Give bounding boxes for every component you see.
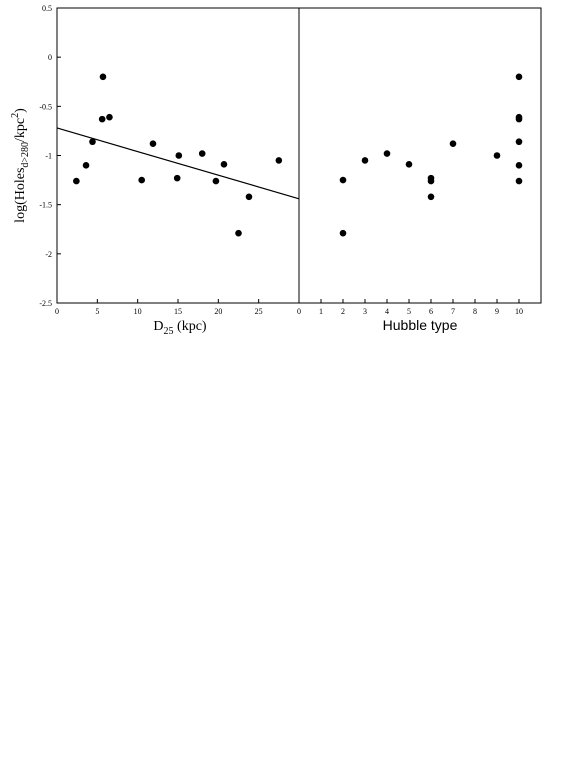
y-axis-label-sub: d>280 xyxy=(20,142,31,168)
d25-x-axis-label-sub: 25 xyxy=(164,326,174,337)
y-tick-label: -1 xyxy=(45,152,52,161)
d25-data-point xyxy=(98,115,106,123)
hubble-x-tick-label: 5 xyxy=(407,307,411,316)
d25-data-point xyxy=(212,177,220,185)
hubble-points xyxy=(339,73,523,237)
hubble-x-ticks: 0 1 2 3 4 5 6 7 8 9 10 xyxy=(297,299,523,316)
y-tick-label: 0 xyxy=(48,53,52,62)
hubble-x-tick-label: 10 xyxy=(515,307,523,316)
hubble-data-point xyxy=(515,177,523,185)
y-tick-label: -2.5 xyxy=(39,299,52,308)
d25-data-point xyxy=(89,138,96,146)
d25-data-point xyxy=(82,162,90,169)
d25-x-ticks: 0 5 10 15 20 25 xyxy=(55,299,263,316)
hubble-x-tick-label: 3 xyxy=(363,307,367,316)
d25-fit-line xyxy=(56,127,300,200)
d25-panel: 0.50-0.5-1-1.5-2-2.5 0 5 10 15 20 25 D25 (kpc… xyxy=(10,4,300,337)
d25-data-point xyxy=(198,150,206,157)
d25-x-tick-label: 10 xyxy=(134,307,142,316)
hubble-data-point xyxy=(515,138,523,146)
hubble-data-point xyxy=(427,193,435,201)
hubble-x-tick-label: 0 xyxy=(297,307,301,316)
hubble-x-tick-label: 1 xyxy=(319,307,323,316)
d25-data-point xyxy=(175,152,183,159)
y-axis-label-pre: log(Holes xyxy=(13,168,28,223)
d25-data-point xyxy=(220,161,228,168)
hubble-data-point xyxy=(515,115,523,123)
hubble-data-point xyxy=(449,140,457,147)
y-axis-label-sup: 2 xyxy=(10,113,21,118)
hubble-panel: 0 1 2 3 4 5 6 7 8 9 10 Hubble type xyxy=(297,7,542,333)
d25-x-tick-label: 20 xyxy=(214,307,222,316)
d25-x-tick-label: 5 xyxy=(95,307,99,316)
d25-x-axis-label-main: D xyxy=(153,319,163,334)
d25-data-point xyxy=(99,73,107,81)
hubble-x-tick-label: 7 xyxy=(451,307,455,316)
d25-data-point xyxy=(73,177,80,185)
y-tick-label: 0.5 xyxy=(42,4,52,13)
hubble-data-point xyxy=(361,157,369,164)
d25-data-point xyxy=(149,140,157,147)
d25-x-tick-label: 25 xyxy=(255,307,263,316)
hubble-data-point xyxy=(493,152,501,159)
d25-x-tick-label: 0 xyxy=(55,307,59,316)
hubble-x-tick-label: 6 xyxy=(429,307,433,316)
hubble-x-axis-label: Hubble type xyxy=(383,317,458,333)
y-axis-label: log(Holesd>280/kpc2) xyxy=(10,108,31,223)
hubble-data-point xyxy=(515,73,523,81)
hubble-data-point xyxy=(427,177,435,185)
hubble-x-tick-label: 8 xyxy=(473,307,477,316)
d25-x-axis-label: D25 (kpc) xyxy=(153,319,207,337)
hubble-plot-frame xyxy=(298,7,542,304)
d25-points xyxy=(73,73,283,237)
y-axis-label-mid: /kpc xyxy=(13,118,28,142)
hubble-data-point xyxy=(339,229,347,237)
hubble-data-point xyxy=(515,162,523,169)
y-tick-label: -1.5 xyxy=(39,201,52,210)
d25-data-point xyxy=(245,193,253,201)
y-axis-label-post: ) xyxy=(13,108,28,113)
hubble-x-tick-label: 9 xyxy=(495,307,499,316)
hubble-x-tick-label: 2 xyxy=(341,307,345,316)
y-tick-label: -0.5 xyxy=(39,102,52,111)
d25-x-tick-label: 15 xyxy=(174,307,182,316)
hubble-data-point xyxy=(383,150,391,157)
d25-data-point xyxy=(138,176,145,184)
hubble-data-point xyxy=(339,176,347,184)
d25-x-axis-label-rest: (kpc) xyxy=(174,319,207,334)
y-tick-label: -2 xyxy=(45,250,52,259)
hubble-data-point xyxy=(405,161,413,168)
hubble-x-tick-label: 4 xyxy=(385,307,389,316)
d25-y-ticks: 0.5 0 -0.5 -1 -1.5 -2 -2.5 xyxy=(39,4,61,308)
d25-data-point xyxy=(235,229,242,237)
d25-data-point xyxy=(275,157,283,164)
d25-data-point xyxy=(106,113,113,121)
d25-data-point xyxy=(173,174,181,182)
